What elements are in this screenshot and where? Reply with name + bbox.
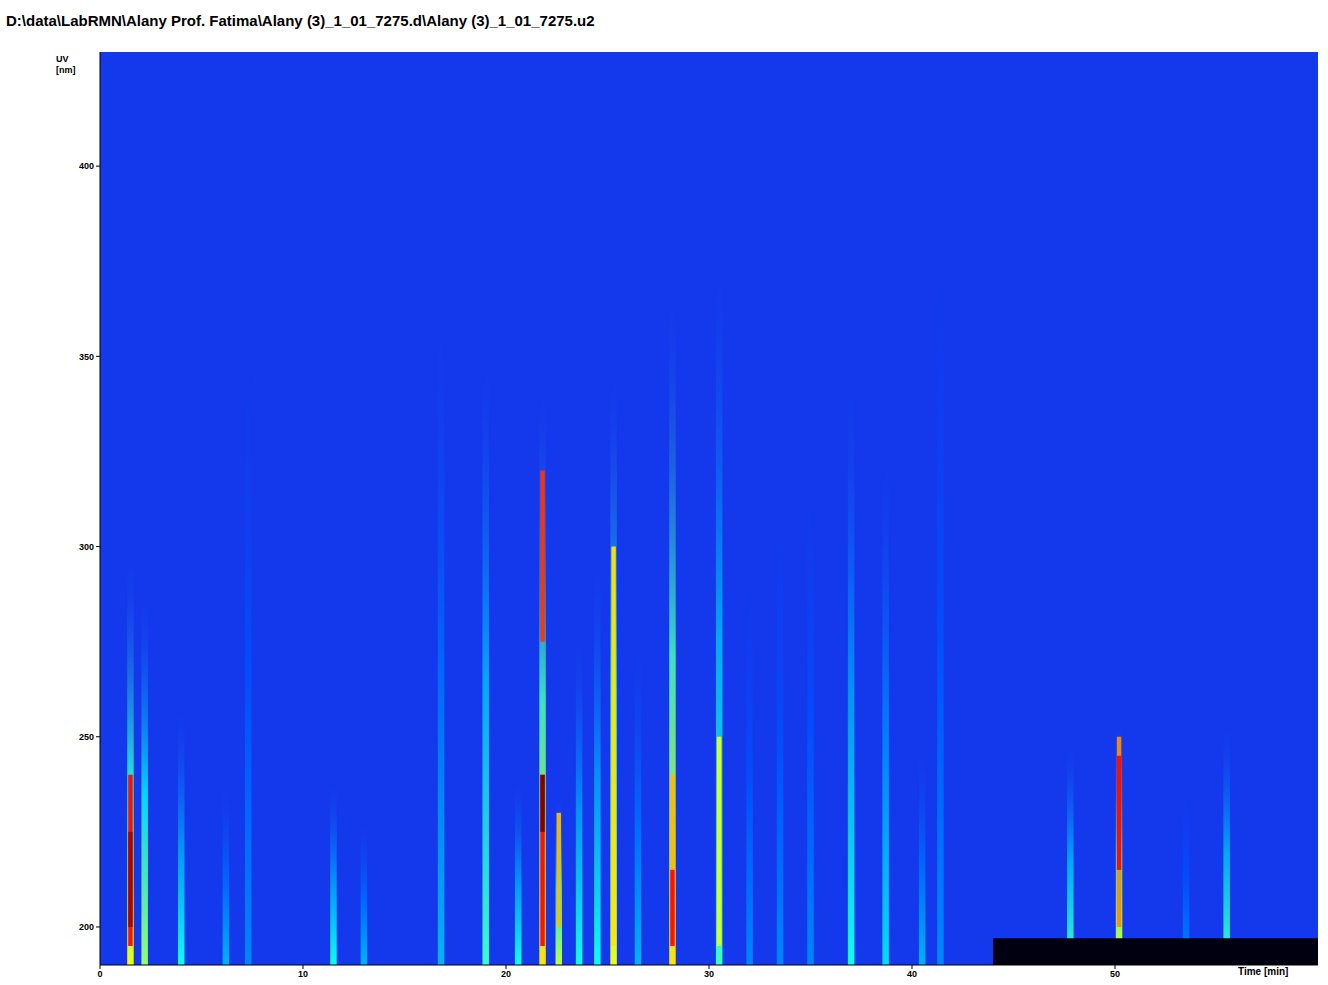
svg-text:40: 40 xyxy=(907,969,917,979)
svg-text:350: 350 xyxy=(79,352,94,362)
html-text:D:\data\LabRMN\Alany Prof. Fat: D:\data\LabRMN\Alany Prof. Fatima\Alany … xyxy=(6,12,595,29)
svg-text:0: 0 xyxy=(97,969,102,979)
svg-text:250: 250 xyxy=(79,732,94,742)
html-text:UV: UV xyxy=(56,54,69,64)
svg-text:400: 400 xyxy=(79,161,94,171)
svg-text:50: 50 xyxy=(1110,969,1120,979)
svg-text:20: 20 xyxy=(501,969,511,979)
svg-text:10: 10 xyxy=(298,969,308,979)
svg-text:300: 300 xyxy=(79,542,94,552)
html-text:[nm]: [nm] xyxy=(56,65,76,75)
svg-text:30: 30 xyxy=(704,969,714,979)
html-text:Time [min]: Time [min] xyxy=(1238,966,1289,977)
svg-text:200: 200 xyxy=(79,922,94,932)
